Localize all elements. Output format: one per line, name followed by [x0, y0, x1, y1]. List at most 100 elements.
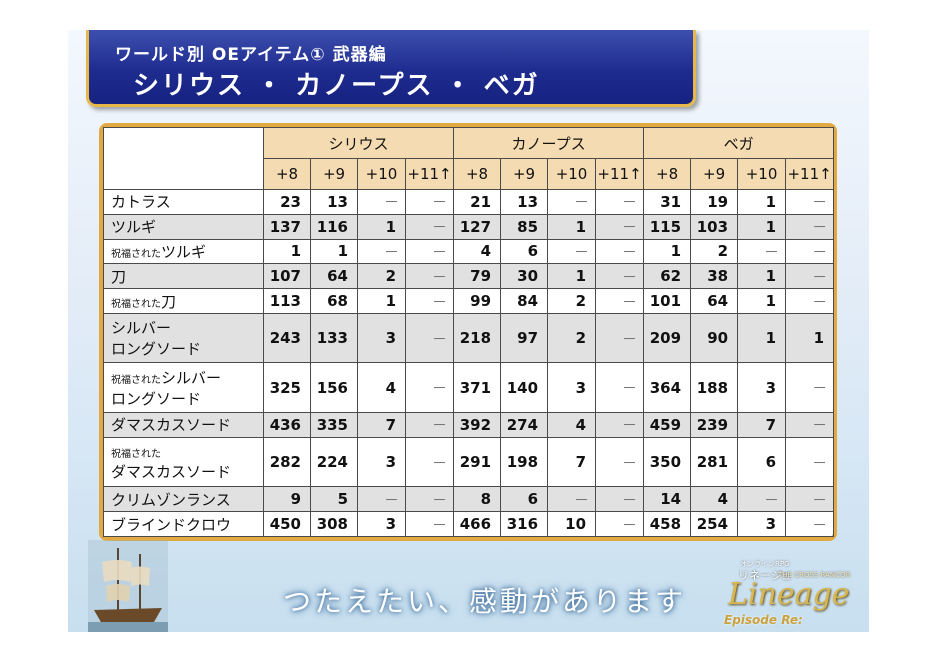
weapon-name: ダマスカスソード — [111, 416, 232, 435]
value-cell: 99 — [453, 288, 502, 314]
value-cell: － — [357, 189, 406, 215]
value-cell: 7 — [737, 412, 787, 438]
table-row: ブラインドクロウ 450 308 3 － 466 316 10 － 458 254 3 － — [103, 511, 835, 537]
value-cell: － — [595, 263, 645, 290]
value-cell: 1 — [310, 238, 358, 265]
value-cell: 3 — [737, 362, 787, 414]
value-cell: 436 — [263, 412, 311, 438]
value-cell: 1 — [737, 213, 787, 240]
value-cell: 224 — [310, 436, 358, 488]
value-cell: － — [785, 263, 835, 290]
value-cell: 3 — [737, 511, 787, 537]
value-cell: 7 — [357, 412, 406, 438]
weapon-name-cell: シルバー ロングソード — [103, 312, 264, 364]
value-cell: － — [404, 213, 455, 240]
world-header-row: シリウス カノープス ベガ — [103, 127, 835, 190]
world-header-sirius: シリウス — [262, 127, 455, 159]
value-cell: － — [595, 213, 645, 240]
value-cell: 209 — [643, 312, 692, 364]
value-cell: 140 — [500, 362, 549, 414]
value-cell: － — [595, 362, 645, 414]
value-cell: 14 — [643, 486, 692, 513]
table-row: 刀 107 64 2 － 79 30 1 － 62 38 1 － — [103, 263, 835, 290]
weapon-name-line1: 祝福された — [111, 443, 263, 461]
value-cell: 68 — [310, 288, 358, 314]
weapon-name-line1: ツルギ — [111, 216, 263, 237]
table-row: ツルギ 137 116 1 － 127 85 1 － 115 103 1 － — [103, 213, 835, 240]
value-cell: 1 — [357, 213, 406, 240]
table-row: カトラス 23 13 －－ 21 13 －－ 31 19 1 － — [103, 189, 835, 215]
value-cell: 6 — [500, 238, 549, 265]
table-row: ダマスカスソード 436 335 7 － 392 274 4 － 459 239 7 － — [103, 412, 835, 438]
weapon-name: ツルギ — [161, 242, 207, 261]
value-cell: － — [595, 511, 645, 537]
value-cell: 316 — [500, 511, 549, 537]
table-frame: シリウス カノープス ベガ +8 +9 +10 +11↑ +8 +9 +10 +… — [99, 123, 837, 541]
value-cell: 1 — [547, 263, 597, 290]
weapon-name-cell: ツルギ — [103, 213, 264, 240]
logo-japanese: リネージュ — [738, 569, 793, 582]
weapon-name-cell: クリムゾンランス — [103, 486, 264, 513]
value-cell: 19 — [690, 189, 739, 215]
value-cell: 137 — [263, 213, 311, 240]
value-cell: － — [737, 238, 787, 265]
value-cell: － — [785, 213, 835, 240]
table-row: 祝福された刀 113 68 1 － 99 84 2 － 101 64 1 － — [103, 288, 835, 314]
value-cell: 64 — [310, 263, 358, 290]
weapon-name: 刀 — [111, 267, 127, 286]
level-header: +9 — [690, 158, 739, 190]
value-cell: 371 — [453, 362, 502, 414]
weapon-name-line2: ロングソード — [111, 340, 202, 359]
value-cell: － — [595, 288, 645, 314]
value-cell: 156 — [310, 362, 358, 414]
value-cell: 291 — [453, 436, 502, 488]
weapon-name-cell: 祝福されたシルバー ロングソード — [103, 362, 264, 414]
weapon-name-cell: 祝福された刀 — [103, 288, 264, 314]
value-cell: 1 — [643, 238, 692, 265]
logo-subtitle: THE CROSS RANCOR — [778, 571, 851, 579]
value-cell: 1 — [737, 263, 787, 290]
value-cell: 4 — [690, 486, 739, 513]
level-header-row: +8 +9 +10 +11↑ +8 +9 +10 +11↑ +8 +9 +10 … — [104, 158, 835, 190]
table-row: 祝福されたツルギ 1 1 －－ 4 6 －－ 1 2 －－ — [103, 238, 835, 265]
weapon-name: ツルギ — [111, 218, 157, 237]
level-header: +11↑ — [595, 158, 645, 190]
value-cell: － — [785, 412, 835, 438]
level-header: +9 — [500, 158, 549, 190]
value-cell: － — [595, 312, 645, 364]
value-cell: 2 — [547, 312, 597, 364]
weapon-name: 刀 — [161, 292, 177, 311]
world-header-canopus: カノープス — [453, 127, 645, 159]
value-cell: 103 — [690, 213, 739, 240]
value-cell: 392 — [453, 412, 502, 438]
value-cell: 1 — [547, 213, 597, 240]
value-cell: 79 — [453, 263, 502, 290]
value-cell: 1 — [357, 288, 406, 314]
value-cell: 133 — [310, 312, 358, 364]
value-cell: 3 — [357, 312, 406, 364]
value-cell: 1 — [737, 288, 787, 314]
level-header: +8 — [263, 158, 311, 190]
level-header: +9 — [310, 158, 358, 190]
value-cell: 6 — [500, 486, 549, 513]
value-cell: 84 — [500, 288, 549, 314]
value-cell: 1 — [785, 312, 835, 364]
value-cell: 2 — [547, 288, 597, 314]
value-cell: － — [785, 189, 835, 215]
value-cell: 101 — [643, 288, 692, 314]
table-row: クリムゾンランス 9 5 －－ 8 6 －－ 14 4 －－ — [103, 486, 835, 513]
weapon-name-line1: ダマスカスソード — [111, 414, 263, 435]
value-cell: － — [404, 436, 455, 488]
value-cell: 127 — [453, 213, 502, 240]
weapon-name-cell: ブラインドクロウ — [103, 511, 264, 537]
value-cell: 116 — [310, 213, 358, 240]
value-cell: － — [785, 486, 835, 513]
value-cell: 13 — [500, 189, 549, 215]
value-cell: － — [595, 412, 645, 438]
weapon-prefix: 祝福された — [111, 448, 161, 460]
ship-illustration — [88, 540, 168, 632]
value-cell: 3 — [357, 511, 406, 537]
value-cell: 9 — [263, 486, 311, 513]
value-cell: 2 — [690, 238, 739, 265]
value-cell: 450 — [263, 511, 311, 537]
